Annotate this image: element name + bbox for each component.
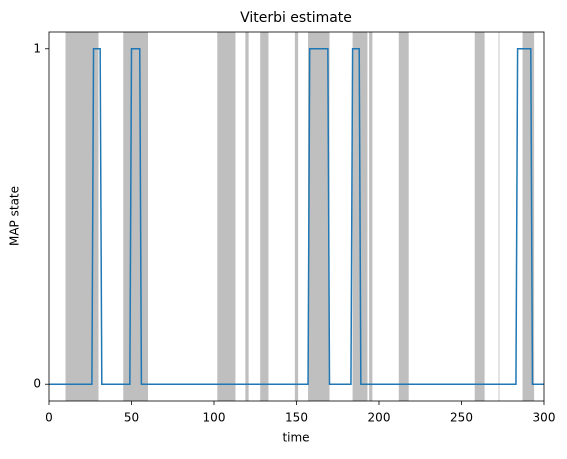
x-tick-label: 0 <box>45 411 53 425</box>
shaded-span <box>398 32 409 401</box>
shaded-span <box>474 32 485 401</box>
shaded-span <box>369 32 373 401</box>
x-tick-label: 200 <box>368 411 391 425</box>
shaded-span <box>123 32 148 401</box>
shaded-span <box>245 32 249 401</box>
shaded-span <box>260 32 269 401</box>
data-line <box>49 48 544 385</box>
x-axis-label: time <box>282 431 309 445</box>
chart-title: Viterbi estimate <box>240 10 352 26</box>
x-tick-label: 300 <box>533 411 556 425</box>
x-tick-label: 50 <box>124 411 139 425</box>
y-tick-label: 1 <box>33 41 41 55</box>
x-tick-label: 100 <box>203 411 226 425</box>
x-tick-label: 250 <box>450 411 473 425</box>
shaded-span <box>308 32 330 401</box>
y-axis-label: MAP state <box>8 186 22 246</box>
shaded-span <box>217 32 236 401</box>
x-tick-label: 150 <box>285 411 308 425</box>
y-tick-label: 0 <box>33 377 41 391</box>
shaded-span <box>522 32 535 401</box>
shaded-span <box>498 32 500 401</box>
shaded-span <box>294 32 299 401</box>
